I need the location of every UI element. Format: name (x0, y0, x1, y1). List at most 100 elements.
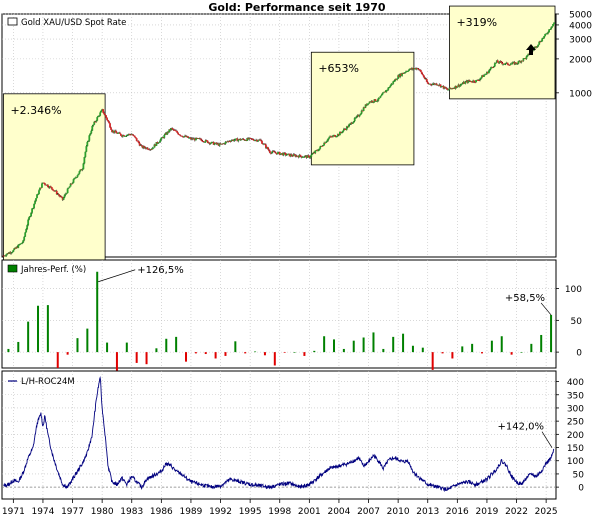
price-candle (431, 84, 434, 86)
price-candle (539, 41, 542, 43)
annual-y-tick-label: 50 (571, 317, 583, 327)
price-candle (346, 126, 349, 128)
price-candle (120, 135, 123, 137)
price-candle (203, 141, 206, 143)
price-candle (144, 147, 147, 149)
annual-bar (303, 352, 306, 356)
price-candle (332, 135, 334, 137)
x-tick-label: 2013 (416, 507, 439, 517)
annual-bar (125, 342, 128, 353)
price-candle (166, 131, 169, 135)
price-candle (505, 62, 508, 64)
annual-bar (540, 334, 543, 353)
price-candle (254, 140, 256, 141)
price-candle (124, 135, 127, 137)
price-candle (536, 46, 539, 48)
price-candle (146, 147, 149, 150)
price-candle (367, 103, 370, 105)
price-candle (322, 145, 325, 147)
x-tick-label: 1989 (179, 507, 202, 517)
price-candle (172, 128, 175, 130)
price-candle (13, 248, 16, 250)
price-candle (503, 63, 506, 65)
annual-y-axis: 0 50 100 (556, 285, 582, 359)
price-candle (241, 138, 244, 140)
roc-y-tick-label: 250 (567, 418, 584, 428)
price-candle (352, 121, 355, 123)
price-candle (448, 87, 451, 90)
annual-bar (96, 271, 99, 353)
price-y-tick-label: 4000 (569, 21, 592, 31)
price-candle (520, 60, 523, 63)
price-candle (162, 137, 165, 139)
annual-legend-swatch (7, 264, 18, 273)
price-candle (515, 62, 518, 64)
price-candle (17, 244, 20, 248)
price-candle (399, 73, 402, 78)
price-candle (462, 81, 465, 84)
price-candle (243, 139, 246, 141)
price-candle (483, 75, 485, 77)
price-candle (457, 84, 460, 87)
price-candle (205, 140, 208, 141)
price-candle (82, 163, 85, 170)
price-candle (225, 141, 228, 143)
price-candle (498, 61, 501, 63)
price-candle (375, 101, 378, 102)
price-candle (342, 128, 345, 131)
price-candle (140, 145, 143, 146)
price-candle (418, 69, 421, 71)
price-candle (21, 242, 24, 244)
price-candle (277, 151, 280, 153)
price-candle (534, 46, 537, 48)
price-candle (15, 246, 18, 249)
annual-bar (451, 352, 454, 359)
price-candle (445, 88, 448, 90)
price-candle (310, 154, 313, 157)
price-candle (465, 80, 468, 82)
price-candle (256, 139, 258, 142)
price-candle (350, 122, 353, 124)
price-candle (463, 81, 466, 84)
price-candle (102, 109, 105, 113)
price-candle (280, 153, 283, 155)
price-candle (437, 84, 440, 86)
roc-callout-leader (541, 431, 553, 448)
price-candle (25, 228, 28, 233)
price-candle (45, 184, 47, 186)
price-candle (239, 138, 242, 141)
price-candle (296, 155, 299, 157)
roc-series-line (3, 376, 555, 493)
price-candle (547, 32, 550, 34)
price-candle (421, 73, 424, 76)
price-candle (328, 137, 330, 139)
price-candle (80, 169, 83, 171)
price-candle (125, 134, 128, 136)
price-candle (276, 152, 279, 155)
price-candle (325, 141, 328, 143)
up-arrow-icon (526, 44, 536, 55)
price-candle (251, 138, 254, 140)
roc-y-tick-label: 350 (567, 391, 584, 401)
price-candle (209, 143, 212, 145)
price-candle (190, 137, 192, 140)
price-candle (340, 132, 343, 134)
price-candle (226, 141, 229, 143)
price-candle (486, 72, 488, 74)
price-candle (489, 67, 492, 70)
price-candle (447, 89, 450, 91)
price-candle (409, 68, 411, 70)
price-candle (69, 183, 72, 187)
price-candle (81, 169, 84, 171)
price-candle (191, 138, 193, 140)
price-candle (538, 41, 541, 45)
price-candle (343, 128, 346, 130)
price-candle (548, 29, 550, 33)
price-candle (525, 56, 528, 59)
price-candle (373, 99, 376, 103)
price-candle (388, 87, 391, 89)
price-candle (221, 143, 224, 145)
price-candle (402, 73, 404, 74)
price-candle (360, 110, 363, 114)
price-candle (222, 143, 225, 145)
